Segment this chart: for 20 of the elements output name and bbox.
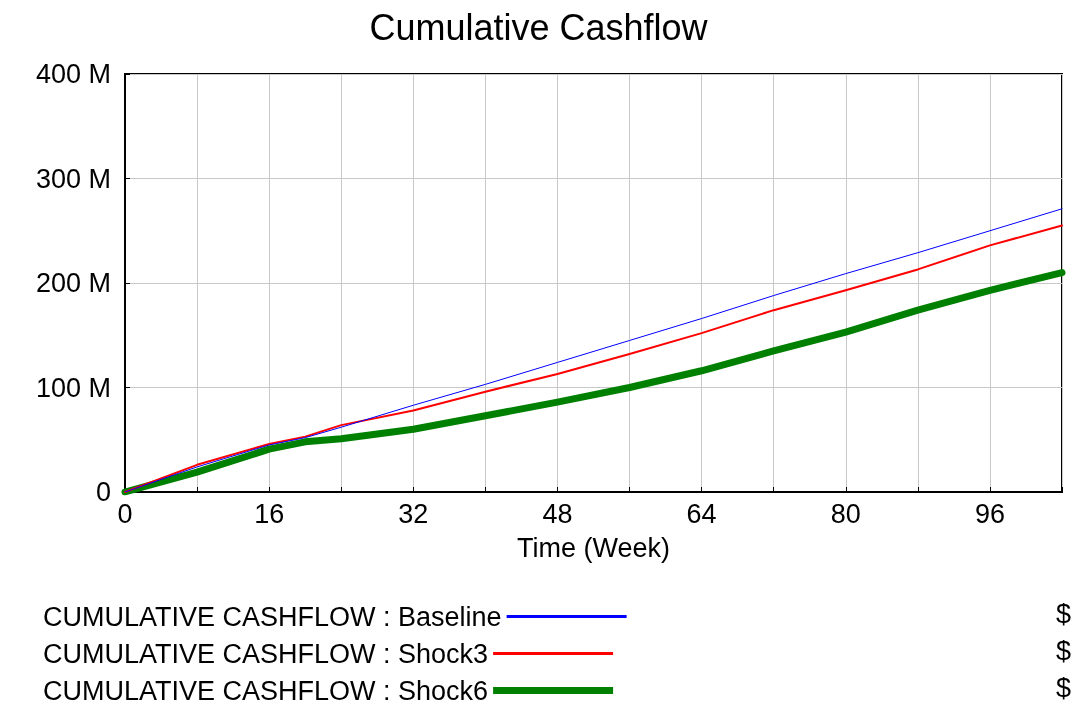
x-tick-label: 64 bbox=[686, 498, 717, 529]
y-tick-label: 100 M bbox=[35, 372, 111, 403]
x-tick-label: 48 bbox=[542, 498, 573, 529]
x-tick-label: 32 bbox=[398, 498, 429, 529]
x-axis-title: Time (Week) bbox=[516, 532, 671, 563]
text: $ bbox=[1056, 635, 1072, 666]
x-tick-label: 0 bbox=[117, 498, 133, 529]
x-tick-label: 80 bbox=[830, 498, 861, 529]
text: $ bbox=[1056, 672, 1072, 703]
legend-label: CUMULATIVE CASHFLOW : Baseline bbox=[43, 601, 502, 632]
x-tick-label: 16 bbox=[254, 498, 285, 529]
y-tick-label: 200 M bbox=[35, 268, 111, 298]
x-tick-label: 96 bbox=[974, 498, 1005, 529]
legend-label: CUMULATIVE CASHFLOW : Shock6 bbox=[43, 675, 489, 704]
text: $ bbox=[1056, 598, 1072, 629]
y-tick-label: 300 M bbox=[35, 163, 111, 194]
legend-label: CUMULATIVE CASHFLOW : Shock3 bbox=[43, 638, 489, 669]
y-tick-label: 0 bbox=[95, 477, 111, 507]
chart-title: Cumulative Cashflow bbox=[369, 6, 709, 48]
y-tick-label: 400 M bbox=[35, 59, 111, 89]
